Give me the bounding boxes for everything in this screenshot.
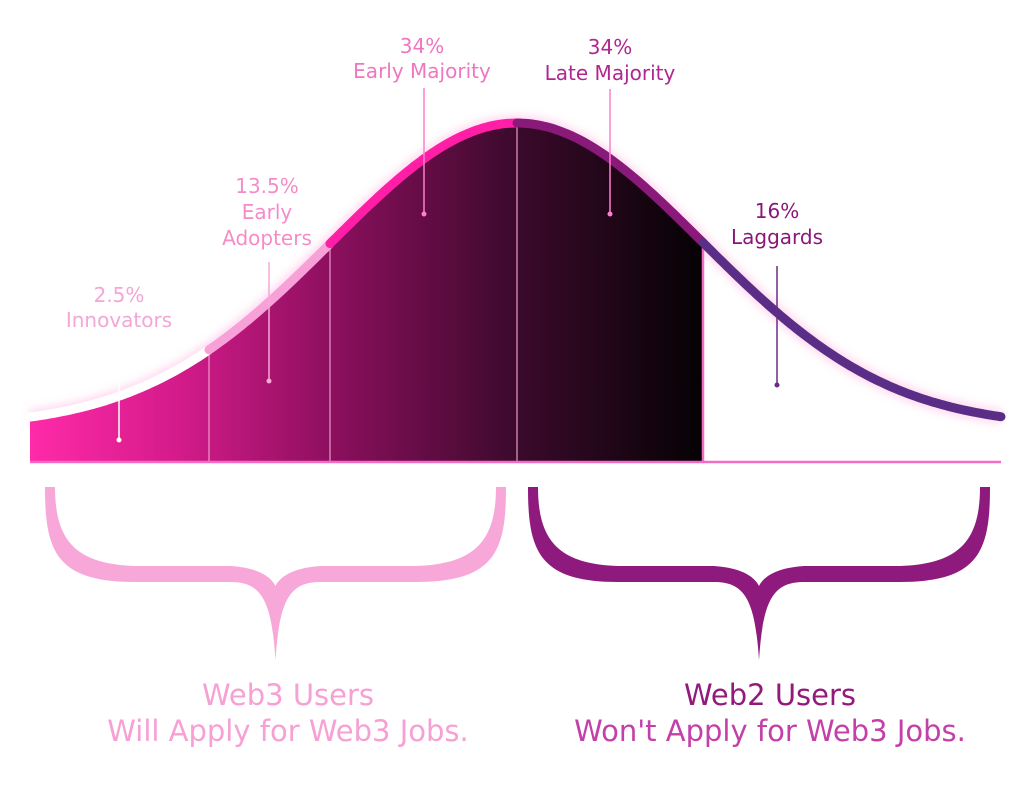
curve-segment (698, 238, 1006, 422)
name-innovators: Innovators (66, 308, 172, 332)
segment-dividers (208, 123, 705, 462)
curve-segment (25, 345, 214, 422)
label-leaders (116, 88, 780, 443)
caption-web3: Web3 Users Will Apply for Web3 Jobs. (18, 677, 558, 749)
curve-area (30, 123, 703, 462)
caption-web3-line1: Web3 Users (201, 678, 375, 712)
name-early-majority: Early Majority (353, 59, 491, 83)
name-laggards: Laggards (731, 225, 823, 249)
segment-label-late-majority: 34% Late Majority (545, 35, 676, 85)
name-early-adopters-1: Early (242, 200, 293, 224)
pct-late-majority: 34% (588, 35, 632, 59)
pct-early-adopters: 13.5% (235, 174, 299, 198)
name-late-majority: Late Majority (545, 61, 676, 85)
pct-innovators: 2.5% (94, 283, 145, 307)
leader-dot (774, 382, 780, 388)
leader-dot (116, 437, 122, 443)
segment-label-early-adopters: 13.5% Early Adopters (222, 174, 312, 250)
leader-dot (266, 378, 272, 384)
caption-web2-line1: Web2 Users (683, 678, 857, 712)
pct-laggards: 16% (755, 199, 799, 223)
brace-web3 (45, 487, 506, 660)
curve-segment (204, 239, 335, 355)
leader-dot (607, 211, 613, 217)
name-early-adopters-2: Adopters (222, 226, 312, 250)
segment-label-early-majority: 34% Early Majority (353, 34, 491, 83)
brace-web2 (528, 487, 990, 660)
segment-label-innovators: 2.5% Innovators (66, 283, 172, 332)
leader-dot (421, 211, 427, 217)
segment-label-laggards: 16% Laggards (731, 199, 823, 249)
caption-web3-line2: Will Apply for Web3 Jobs. (107, 714, 469, 748)
caption-web2: Web2 Users Won't Apply for Web3 Jobs. (500, 677, 1024, 749)
pct-early-majority: 34% (400, 34, 444, 58)
caption-web2-line2: Won't Apply for Web3 Jobs. (574, 714, 966, 748)
